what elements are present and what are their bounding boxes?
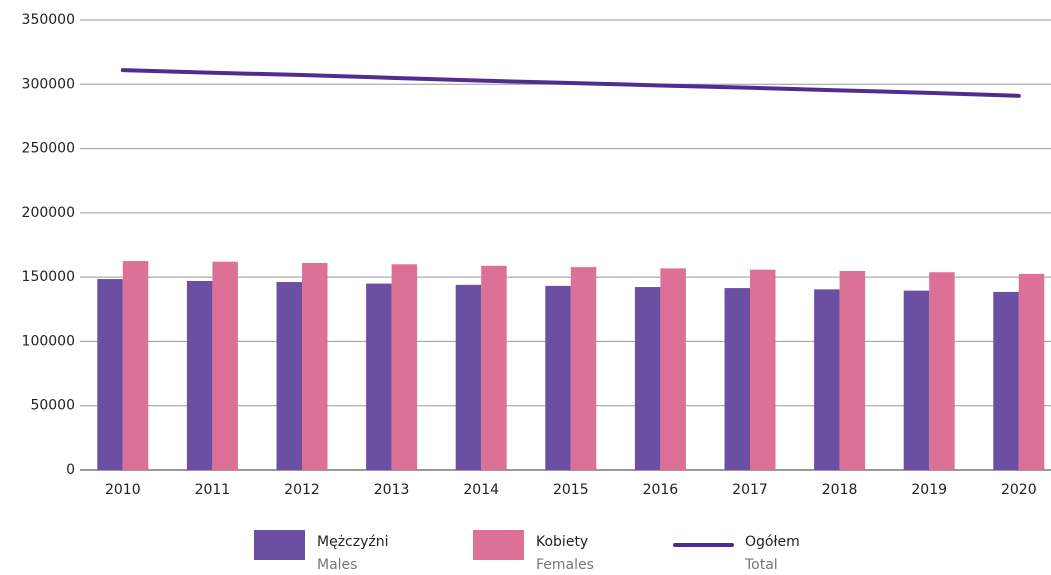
bar bbox=[814, 289, 840, 470]
x-tick-label: 2016 bbox=[643, 482, 679, 498]
bar bbox=[660, 268, 686, 470]
legend-sublabel: Males bbox=[317, 557, 357, 573]
legend-label: Kobiety bbox=[536, 534, 588, 550]
y-tick-label: 50000 bbox=[30, 398, 75, 414]
x-tick-label: 2020 bbox=[1001, 482, 1037, 498]
bar bbox=[302, 263, 328, 470]
bar bbox=[570, 267, 597, 470]
bar bbox=[750, 269, 776, 470]
x-tick-label: 2013 bbox=[374, 482, 410, 498]
bar bbox=[903, 290, 930, 470]
bar bbox=[481, 265, 507, 470]
y-tick-label: 350000 bbox=[22, 12, 75, 28]
x-tick-label: 2010 bbox=[105, 482, 141, 498]
bar bbox=[545, 285, 571, 470]
legend-label: Ogółem bbox=[745, 534, 800, 550]
x-tick-label: 2011 bbox=[195, 482, 231, 498]
legend-sublabel: Females bbox=[536, 557, 594, 573]
y-tick-label: 100000 bbox=[22, 333, 75, 349]
bar bbox=[366, 283, 392, 470]
x-tick-label: 2018 bbox=[822, 482, 858, 498]
legend-sublabel: Total bbox=[744, 557, 778, 573]
bar bbox=[929, 272, 955, 470]
bar bbox=[455, 284, 482, 470]
x-tick-label: 2015 bbox=[553, 482, 589, 498]
total-line bbox=[120, 68, 1021, 98]
bar bbox=[97, 279, 123, 470]
legend-swatch bbox=[254, 530, 305, 560]
y-tick-label: 0 bbox=[66, 462, 75, 478]
y-tick-label: 250000 bbox=[22, 141, 75, 157]
bar bbox=[276, 282, 302, 470]
bar bbox=[839, 270, 866, 470]
y-tick-label: 300000 bbox=[22, 76, 75, 92]
bar bbox=[212, 261, 238, 470]
bar bbox=[186, 281, 213, 470]
x-tick-label: 2017 bbox=[732, 482, 768, 498]
x-tick-label: 2014 bbox=[463, 482, 499, 498]
bar bbox=[391, 264, 418, 470]
x-tick-label: 2019 bbox=[911, 482, 947, 498]
bar bbox=[1018, 273, 1045, 470]
bar bbox=[993, 291, 1019, 470]
x-tick-label: 2012 bbox=[284, 482, 320, 498]
bar bbox=[122, 261, 149, 470]
bar bbox=[724, 288, 750, 470]
y-tick-label: 200000 bbox=[22, 205, 75, 221]
legend-swatch bbox=[473, 530, 524, 560]
y-tick-label: 150000 bbox=[22, 269, 75, 285]
legend-label: Mężczyźni bbox=[317, 534, 388, 550]
bar bbox=[634, 287, 661, 470]
